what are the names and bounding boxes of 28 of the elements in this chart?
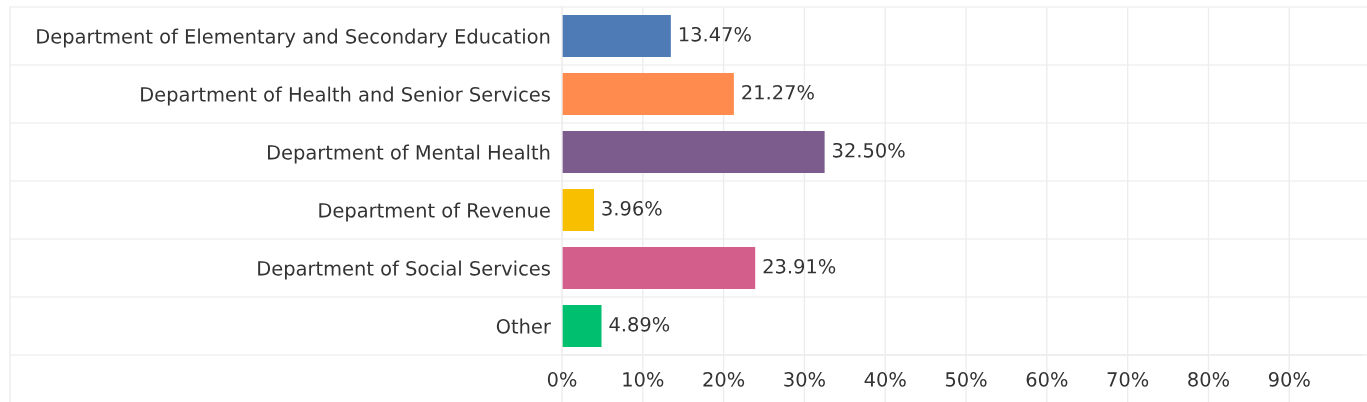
bar (562, 189, 594, 231)
x-tick-label: 80% (1188, 372, 1229, 387)
y-tick-label: Department of Social Services (258, 260, 550, 280)
y-tick-label: Department of Mental Health (268, 144, 550, 164)
y-tick-label: Department of Revenue (319, 202, 550, 222)
data-label: 3.96% (602, 200, 662, 216)
x-tick-label: 20% (703, 372, 745, 387)
y-tick-label: Department of Health and Senior Services (141, 86, 550, 106)
x-tick-label: 40% (864, 372, 906, 387)
x-tick-label: 0% (547, 372, 577, 387)
data-label: 32.50% (833, 142, 905, 158)
x-tick-label: 70% (1107, 372, 1149, 387)
x-tick-label: 50% (945, 372, 987, 387)
bar (562, 15, 671, 57)
data-label: 21.27% (742, 84, 814, 100)
data-label: 23.91% (763, 258, 836, 274)
bar (562, 73, 734, 115)
y-tick-label: Department of Elementary and Secondary Education (37, 28, 550, 48)
y-tick-label: Other (496, 318, 551, 334)
data-label: 4.89% (609, 316, 670, 332)
x-tick-label: 30% (784, 372, 825, 387)
bar (562, 247, 756, 289)
bar (562, 305, 602, 347)
x-tick-label: 10% (623, 372, 664, 387)
bar (562, 131, 825, 173)
x-tick-label: 90% (1268, 372, 1310, 387)
data-label: 13.47% (679, 26, 751, 42)
x-tick-label: 60% (1026, 372, 1068, 387)
